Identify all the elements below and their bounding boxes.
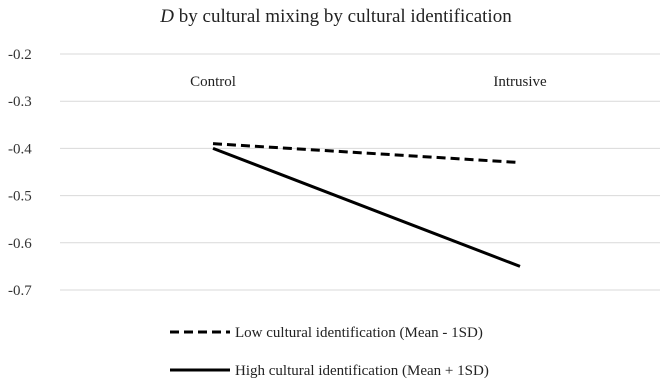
chart-title: D by cultural mixing by cultural identif… bbox=[159, 6, 512, 27]
y-tick-label: -0.7 bbox=[8, 283, 32, 299]
category-label-control: Control bbox=[190, 74, 236, 90]
y-tick-label: -0.3 bbox=[8, 94, 32, 110]
legend-label-low: Low cultural identification (Mean - 1SD) bbox=[235, 325, 483, 341]
category-label-intrusive: Intrusive bbox=[493, 74, 547, 90]
y-tick-label: -0.6 bbox=[8, 236, 32, 252]
chart-title-italic: D bbox=[159, 6, 174, 27]
series-line-low-identification bbox=[212, 142, 521, 165]
y-tick-label: -0.2 bbox=[8, 47, 32, 63]
category-labels: Control Intrusive bbox=[190, 74, 547, 90]
legend-label-high: High cultural identification (Mean + 1SD… bbox=[235, 363, 489, 379]
legend: Low cultural identification (Mean - 1SD)… bbox=[170, 325, 489, 379]
y-axis-tick-labels: -0.2 -0.3 -0.4 -0.5 -0.6 -0.7 bbox=[8, 47, 32, 299]
y-tick-label: -0.5 bbox=[8, 189, 32, 205]
gridlines bbox=[60, 53, 660, 291]
chart-title-rest: by cultural mixing by cultural identific… bbox=[174, 6, 512, 27]
y-tick-label: -0.4 bbox=[8, 141, 32, 157]
series-lines bbox=[212, 142, 521, 268]
series-line-high-identification bbox=[212, 146, 521, 268]
